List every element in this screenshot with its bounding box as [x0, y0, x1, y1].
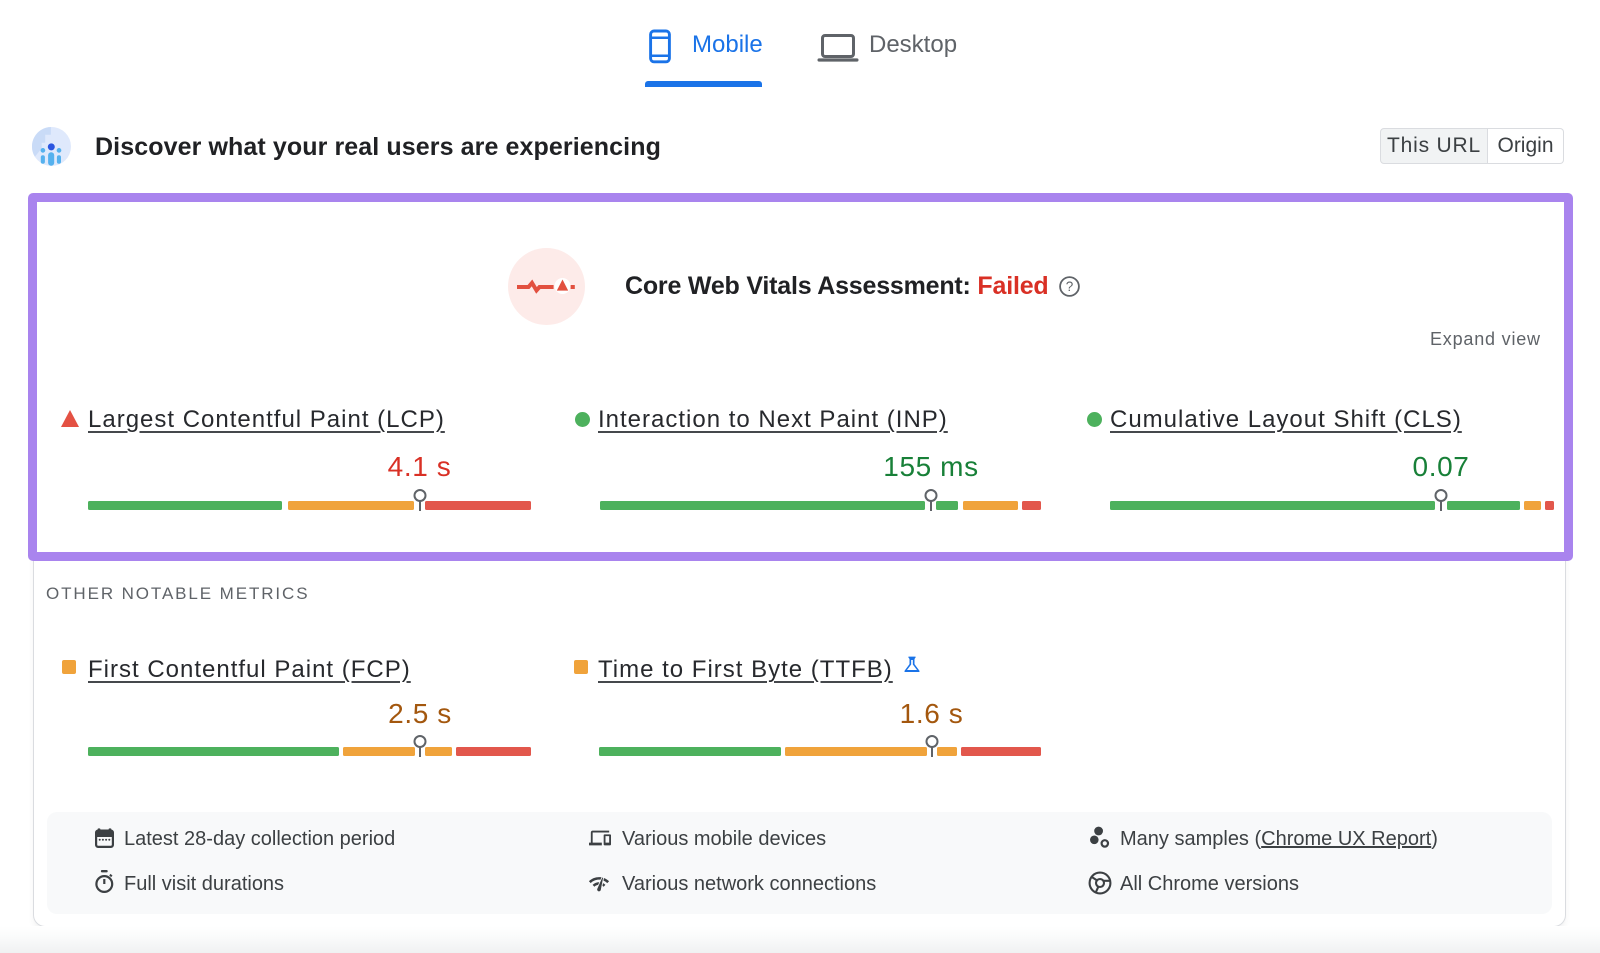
svg-text:?: ?: [1066, 279, 1074, 294]
